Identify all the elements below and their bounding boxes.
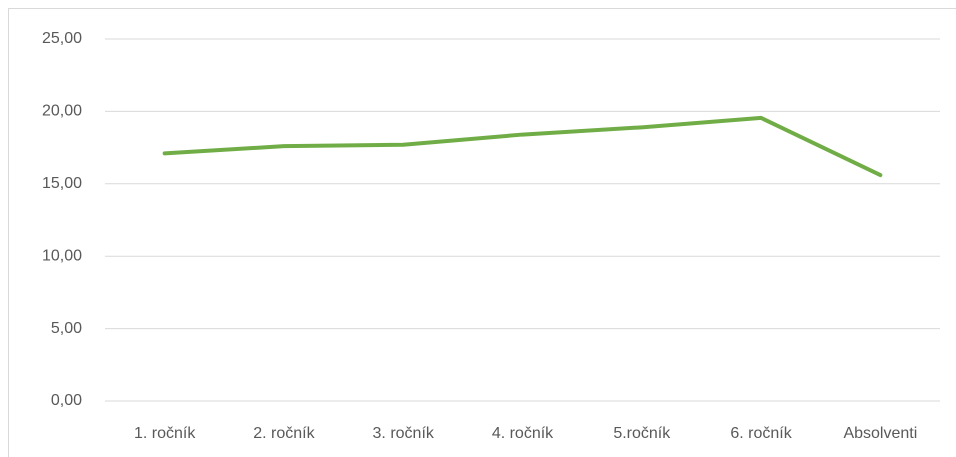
x-tick-label: 3. ročník — [373, 425, 435, 442]
x-tick-label: 6. ročník — [730, 425, 792, 442]
y-tick-label: 5,00 — [51, 320, 82, 337]
y-tick-label: 10,00 — [42, 247, 82, 264]
y-tick-label: 20,00 — [42, 103, 82, 120]
series-line — [162, 115, 883, 178]
y-tick-label: 25,00 — [42, 30, 82, 47]
x-tick-label: 5.ročník — [613, 425, 671, 442]
y-tick-label: 0,00 — [51, 392, 82, 409]
chart-border — [8, 8, 956, 457]
x-tick-label: 1. ročník — [134, 425, 196, 442]
x-tick-label: Absolventi — [843, 425, 917, 442]
x-tick-label: 2. ročník — [253, 425, 315, 442]
y-tick-label: 15,00 — [42, 175, 82, 192]
x-tick-label: 4. ročník — [492, 425, 554, 442]
